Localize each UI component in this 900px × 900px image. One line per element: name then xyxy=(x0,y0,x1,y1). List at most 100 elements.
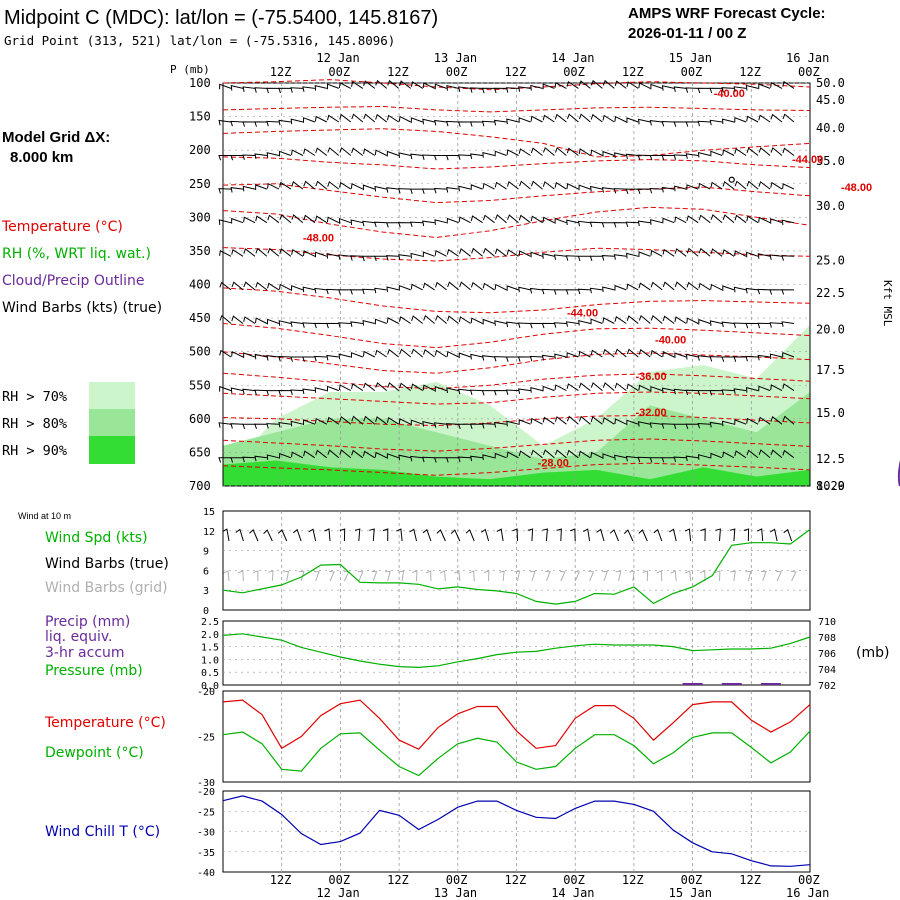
wind-barb xyxy=(302,322,315,328)
grid-wind-barb xyxy=(412,570,418,582)
wind-barb xyxy=(434,83,447,90)
wind-barb xyxy=(505,389,519,395)
wind-barb xyxy=(698,282,711,291)
wind-barb xyxy=(422,118,435,125)
precip-tick-label: 0.0 xyxy=(201,681,219,692)
day-label-top: 12 Jan xyxy=(316,51,359,65)
surface-wind-barb xyxy=(527,528,534,542)
wind-barb xyxy=(470,215,483,224)
wind-barb xyxy=(386,417,399,425)
wind-barb xyxy=(614,80,627,89)
wind-barb xyxy=(314,355,327,362)
wind-barb xyxy=(350,289,363,295)
wind-barb xyxy=(662,351,675,358)
wind-barb xyxy=(350,321,363,327)
wind-barb xyxy=(375,113,388,123)
wind-barb xyxy=(469,423,483,430)
wind-barb xyxy=(433,187,447,194)
wind-barb xyxy=(650,349,663,358)
wind-barb xyxy=(386,114,399,123)
wind-barb xyxy=(410,283,423,291)
wind-barb xyxy=(278,355,291,362)
surface-wind-barb xyxy=(596,528,605,542)
wind-barb xyxy=(362,350,376,358)
wind-barb xyxy=(242,185,256,192)
wind-barb xyxy=(433,155,447,161)
surface-wind-barb xyxy=(583,528,591,542)
wind-barb xyxy=(315,180,328,190)
wind-barb xyxy=(613,254,627,260)
wind-barb xyxy=(637,421,651,427)
surface-wind-barb xyxy=(512,528,518,542)
pressure-tick-label: 600 xyxy=(189,412,211,426)
wind-barb xyxy=(375,349,387,358)
wind-barb xyxy=(231,281,244,291)
wind-barb xyxy=(481,120,495,127)
grid-wind-barb xyxy=(602,570,608,582)
temperature-contour xyxy=(222,391,811,405)
wind-barb xyxy=(685,389,699,396)
rh-region-rh90 xyxy=(223,460,810,486)
wind-barb xyxy=(314,115,328,123)
precip-tick-label: 1.5 xyxy=(201,643,219,654)
day-label-top: 13 Jan xyxy=(434,51,477,65)
wind-barb xyxy=(315,215,328,224)
temperature-contour xyxy=(222,351,811,374)
wind-barb xyxy=(602,286,615,293)
wind-barb xyxy=(493,389,507,396)
pressure-tick-label: 700 xyxy=(189,479,211,493)
wind-barb xyxy=(458,185,471,192)
wind-barb xyxy=(758,385,771,392)
wind-barb xyxy=(530,147,543,156)
wind-barb xyxy=(339,147,352,156)
grid-wind-barb xyxy=(298,570,305,582)
wind-barb xyxy=(255,247,268,257)
wind-barb xyxy=(782,415,795,425)
wind-barb xyxy=(662,248,675,257)
wind-barb xyxy=(266,120,279,127)
wind-barb xyxy=(303,180,316,190)
wind-barb xyxy=(254,153,267,159)
grid-wind-barb xyxy=(790,570,797,582)
page-subtitle: Grid Point (313, 521) lat/lon = (-75.531… xyxy=(4,33,395,48)
wind-barb xyxy=(745,355,759,362)
wind-barb xyxy=(542,181,555,190)
wind-barb xyxy=(315,251,327,258)
wind-barb xyxy=(386,255,399,261)
surface-wind-barb xyxy=(277,529,288,542)
wind-barb xyxy=(218,219,232,225)
pressure-tick-label: 500 xyxy=(189,345,211,359)
wind-barb xyxy=(375,416,387,425)
wind-barb xyxy=(303,250,316,257)
wind-barb xyxy=(577,288,591,295)
wind-barb xyxy=(398,284,411,291)
wind-barb xyxy=(769,353,783,360)
temperature-contour xyxy=(222,128,811,158)
wind-barb xyxy=(758,83,771,90)
day-label-bottom: 15 Jan xyxy=(669,886,712,900)
wind-barb xyxy=(734,250,747,257)
wind-barb xyxy=(758,449,771,459)
wind-barb xyxy=(481,355,495,361)
wind-barb xyxy=(518,214,531,224)
wind-barb xyxy=(267,282,280,291)
wind-barb xyxy=(638,251,651,258)
kft-tick-label: 15.0 xyxy=(816,406,845,420)
p-axis-title: P (mb) xyxy=(170,63,210,76)
surface-wind-barb xyxy=(653,528,663,542)
wind-barb xyxy=(746,115,759,123)
wind-barb xyxy=(338,254,351,260)
temperature-contour xyxy=(222,323,811,349)
grid-wind-barb xyxy=(685,570,692,582)
wind-barb xyxy=(685,353,699,360)
surface-wind-barb xyxy=(324,528,331,542)
pressure-right-tick-label: 710 xyxy=(818,617,836,628)
wind-barb xyxy=(770,147,783,156)
wind-barb xyxy=(242,423,255,430)
temperature-contour xyxy=(222,372,811,390)
wind-barb xyxy=(506,420,519,427)
wind-barb xyxy=(434,119,447,126)
wind-barb xyxy=(230,387,244,393)
wind-barb xyxy=(770,113,783,123)
wind-barb xyxy=(242,456,256,463)
